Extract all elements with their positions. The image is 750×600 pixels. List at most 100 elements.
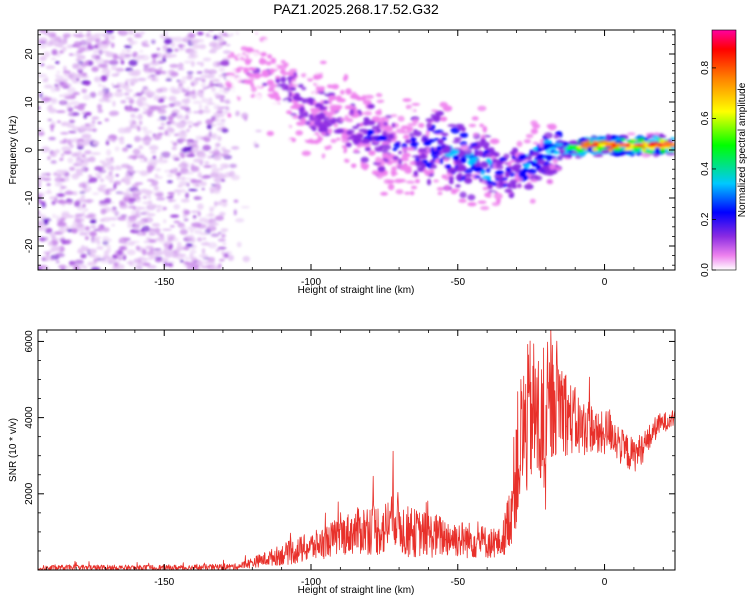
spectrogram-noise-cell	[125, 172, 130, 176]
spectrogram-signal-cell	[463, 173, 473, 177]
spectrogram-signal-cell	[324, 87, 330, 94]
spectrogram-signal-cell	[371, 87, 377, 92]
spectrogram-signal-cell	[498, 182, 502, 186]
spectrogram-noise-cell	[135, 92, 143, 97]
spectrogram-noise-cell	[69, 264, 79, 267]
spectrogram-noise-cell	[66, 44, 74, 49]
spectrogram-signal-cell	[235, 45, 240, 50]
spectrogram-noise-cell	[190, 222, 195, 227]
spectrogram-noise-cell	[111, 136, 116, 143]
spectrogram-noise-cell	[169, 63, 179, 68]
spectrogram-noise-cell	[54, 182, 63, 187]
spectrogram-noise-cell	[184, 256, 190, 261]
spectrogram-signal-cell	[410, 137, 417, 142]
spectrogram-signal-cell	[508, 172, 518, 177]
x-tick-label: 0	[602, 277, 608, 288]
spectrogram-signal-cell	[395, 189, 404, 195]
spectrogram-signal-cell	[417, 154, 424, 160]
spectrogram-signal-cell	[452, 140, 461, 144]
spectrogram-noise-cell	[120, 60, 125, 65]
spectrogram-noise-cell	[208, 35, 213, 38]
spectrogram-noise-cell	[219, 89, 223, 92]
spectrogram-signal-cell	[480, 141, 490, 148]
spectrogram-signal-cell	[477, 105, 487, 112]
spectrogram-signal-cell	[463, 148, 473, 156]
spectrogram-signal-cell	[350, 94, 360, 100]
spectrogram-noise-cell	[148, 232, 156, 236]
spectrogram-noise-cell	[155, 237, 165, 241]
spectrogram-noise-cell	[155, 192, 164, 197]
spectrogram-signal-cell	[233, 34, 242, 39]
spectrogram-signal-cell	[529, 198, 536, 204]
spectrogram-noise-cell	[177, 86, 185, 90]
spectrogram-noise-cell	[227, 254, 234, 261]
spectrogram-signal-cell	[310, 125, 317, 130]
spectrogram-noise-cell	[173, 220, 181, 224]
spectrogram-signal-cell	[307, 97, 316, 102]
spectrogram-noise-cell	[163, 219, 167, 224]
spectrogram-noise-cell	[195, 92, 204, 97]
spectrogram-signal-cell	[654, 147, 660, 152]
spectrogram-noise-cell	[203, 75, 212, 78]
spectrogram-noise-cell	[211, 86, 216, 93]
spectrogram-peak-cell	[672, 143, 675, 147]
spectrogram-signal-cell	[305, 73, 315, 79]
spectrogram-signal-cell	[295, 130, 304, 136]
spectrogram-noise-cell	[128, 155, 139, 159]
colorbar-gradient	[711, 29, 737, 271]
spectrogram-noise-cell	[67, 87, 76, 94]
spectrogram-signal-cell	[410, 191, 415, 196]
spectrogram-signal-cell	[296, 121, 301, 126]
spectrogram-noise-cell	[54, 83, 59, 87]
colorbar-title: Normalized spectral amplitude	[737, 82, 748, 217]
spectrogram-signal-cell	[517, 183, 522, 189]
spectrogram-noise-cell	[206, 124, 212, 130]
spectrogram-noise-cell	[236, 241, 242, 248]
spectrogram-noise-cell	[161, 228, 172, 231]
spectrogram-noise-cell	[40, 63, 45, 66]
spectrogram-noise-cell	[46, 183, 51, 186]
spectrogram-signal-cell	[268, 87, 273, 93]
y-tick-label: 10	[24, 96, 35, 108]
spectrogram-noise-cell	[166, 196, 174, 199]
spectrogram-noise-cell	[214, 182, 221, 187]
spectrogram-signal-cell	[479, 177, 484, 183]
spectrogram-signal-cell	[398, 108, 406, 114]
spectrogram-noise-cell	[68, 130, 77, 134]
spectrogram-noise-cell	[182, 214, 188, 218]
spectrogram-signal-cell	[392, 155, 399, 161]
spectrogram-signal-cell	[548, 164, 557, 170]
spectrogram-signal-cell	[270, 101, 279, 107]
spectrogram-noise-cell	[195, 38, 205, 43]
spectrogram-noise-cell	[217, 201, 222, 206]
spectrogram-noise-cell	[75, 159, 82, 165]
spectrogram-noise-cell	[49, 124, 55, 129]
spectrogram-noise-cell	[102, 240, 109, 246]
spectrogram-noise-cell	[154, 227, 161, 234]
spectrogram-signal-cell	[280, 60, 286, 64]
spectrogram-noise-cell	[62, 33, 72, 38]
spectrogram-noise-cell	[38, 220, 45, 226]
spectrogram-noise-cell	[69, 118, 74, 122]
spectrogram-signal-cell	[227, 30, 232, 36]
spectrogram-noise-cell	[196, 237, 203, 242]
spectrogram-noise-cell	[88, 60, 93, 66]
spectrogram-noise-cell	[79, 232, 89, 236]
spectrogram-noise-cell	[172, 167, 177, 172]
spectrogram-signal-cell	[353, 148, 359, 153]
spectrogram-noise-cell	[148, 230, 156, 233]
spectrogram-noise-cell	[184, 177, 193, 180]
spectrogram-noise-cell	[81, 133, 92, 139]
spectrogram-signal-cell	[414, 142, 419, 146]
spectrogram-noise-cell	[186, 182, 190, 187]
spectrogram-signal-cell	[453, 204, 458, 210]
spectrogram-signal-cell	[526, 160, 535, 164]
spectrogram-signal-cell	[414, 201, 423, 206]
spectrogram-noise-cell	[139, 120, 143, 126]
spectrogram-noise-cell	[38, 237, 47, 242]
spectrogram-noise-cell	[205, 33, 210, 37]
spectrogram-noise-cell	[38, 225, 47, 232]
spectrogram-signal-cell	[474, 213, 484, 220]
spectrogram-noise-cell	[77, 47, 87, 52]
spectrogram-noise-cell	[105, 174, 115, 181]
